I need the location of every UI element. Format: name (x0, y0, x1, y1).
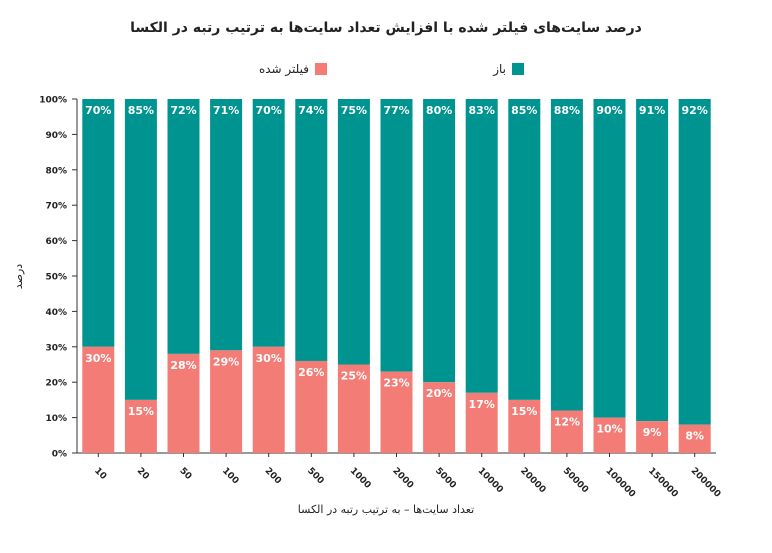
data-label-open: 70% (85, 104, 111, 117)
bar-filtered (210, 350, 243, 453)
data-label-filtered: 23% (383, 377, 409, 390)
y-tick-label: 50% (45, 273, 67, 283)
data-label-open: 92% (682, 104, 708, 117)
data-label-filtered: 15% (128, 405, 154, 418)
y-tick-label: 100% (39, 96, 67, 106)
bar-filtered (295, 360, 328, 453)
bar-open (337, 99, 370, 365)
data-label-open: 80% (426, 104, 452, 117)
data-label-filtered: 30% (256, 352, 282, 365)
y-tick-label: 30% (45, 343, 67, 353)
legend: باز فیلتر شده (0, 62, 772, 82)
data-label-filtered: 15% (511, 405, 537, 418)
bar-filtered (636, 421, 669, 453)
data-label-filtered: 8% (685, 430, 704, 443)
x-tick-label: 500 (305, 466, 325, 486)
data-label-filtered: 25% (341, 370, 367, 383)
x-tick-label: 1000 (348, 466, 373, 491)
x-tick-label: 150000 (646, 466, 680, 500)
bar-filtered (124, 399, 157, 453)
legend-swatch-open (512, 63, 524, 75)
x-tick-label: 2000 (390, 466, 415, 491)
bar-filtered (593, 417, 626, 453)
bar-filtered (508, 399, 541, 453)
x-tick-label: 10 (92, 466, 108, 482)
data-label-filtered: 29% (213, 355, 239, 368)
y-tick-label: 70% (45, 202, 67, 212)
bar-filtered (550, 410, 583, 453)
bar-filtered (82, 346, 115, 453)
bar-filtered (380, 371, 413, 453)
bar-open (295, 99, 328, 361)
data-label-open: 85% (511, 104, 537, 117)
y-tick-label: 60% (45, 237, 67, 247)
y-tick-label: 40% (45, 308, 67, 318)
data-label-open: 83% (469, 104, 495, 117)
data-label-open: 90% (596, 104, 622, 117)
y-tick-label: 10% (45, 414, 67, 424)
x-tick-label: 100000 (603, 466, 637, 500)
x-axis-label: تعداد سایت‌ها – به ترتیب رتبه در الکسا (297, 503, 475, 516)
data-label-open: 74% (298, 104, 324, 117)
data-label-open: 77% (383, 104, 409, 117)
bar-open (636, 99, 669, 422)
data-label-filtered: 26% (298, 366, 324, 379)
x-tick-label: 100 (220, 466, 240, 486)
data-label-open: 85% (128, 104, 154, 117)
bar-filtered (465, 392, 498, 453)
data-label-filtered: 9% (643, 426, 662, 439)
bar-open (550, 99, 583, 411)
bar-filtered (423, 382, 456, 453)
x-tick-label: 200000 (689, 466, 723, 500)
data-label-filtered: 28% (170, 359, 196, 372)
bar-open (593, 99, 626, 418)
y-tick-label: 20% (45, 379, 67, 389)
data-label-filtered: 30% (85, 352, 111, 365)
data-label-filtered: 17% (469, 398, 495, 411)
bar-open (124, 99, 157, 400)
legend-label-open: باز (493, 62, 506, 76)
bar-open (465, 99, 498, 393)
y-tick-label: 90% (45, 131, 67, 141)
bar-open (678, 99, 711, 425)
x-tick-label: 20 (135, 466, 151, 482)
x-tick-label: 5000 (433, 466, 458, 491)
x-tick-label: 200 (263, 466, 283, 486)
x-tick-label: 20000 (518, 466, 547, 495)
legend-item-open: باز (493, 62, 524, 76)
bar-filtered (167, 353, 200, 453)
x-tick-label: 50000 (561, 466, 590, 495)
legend-swatch-filtered (315, 63, 327, 75)
data-label-open: 91% (639, 104, 665, 117)
bar-open (82, 99, 115, 347)
chart-title: درصد سایت‌های فیلتر شده با افزایش تعداد … (130, 20, 642, 36)
data-label-filtered: 20% (426, 387, 452, 400)
y-tick-label: 80% (45, 166, 67, 176)
data-label-open: 71% (213, 104, 239, 117)
bar-open (167, 99, 200, 354)
x-tick-label: 10000 (476, 466, 505, 495)
bar-open (423, 99, 456, 383)
data-label-open: 72% (170, 104, 196, 117)
bar-filtered (337, 364, 370, 453)
x-tick-label: 50 (177, 466, 193, 482)
legend-item-filtered: فیلتر شده (259, 62, 327, 76)
data-label-open: 88% (554, 104, 580, 117)
bar-open (508, 99, 541, 400)
legend-label-filtered: فیلتر شده (258, 62, 309, 76)
bar-open (252, 99, 285, 347)
bar-filtered (252, 346, 285, 453)
bar-filtered (678, 424, 711, 453)
bar-open (380, 99, 413, 372)
data-label-open: 75% (341, 104, 367, 117)
data-label-open: 70% (256, 104, 282, 117)
data-label-filtered: 12% (554, 416, 580, 429)
bar-open (210, 99, 243, 351)
y-tick-label: 0% (52, 450, 67, 460)
data-label-filtered: 10% (596, 423, 622, 436)
